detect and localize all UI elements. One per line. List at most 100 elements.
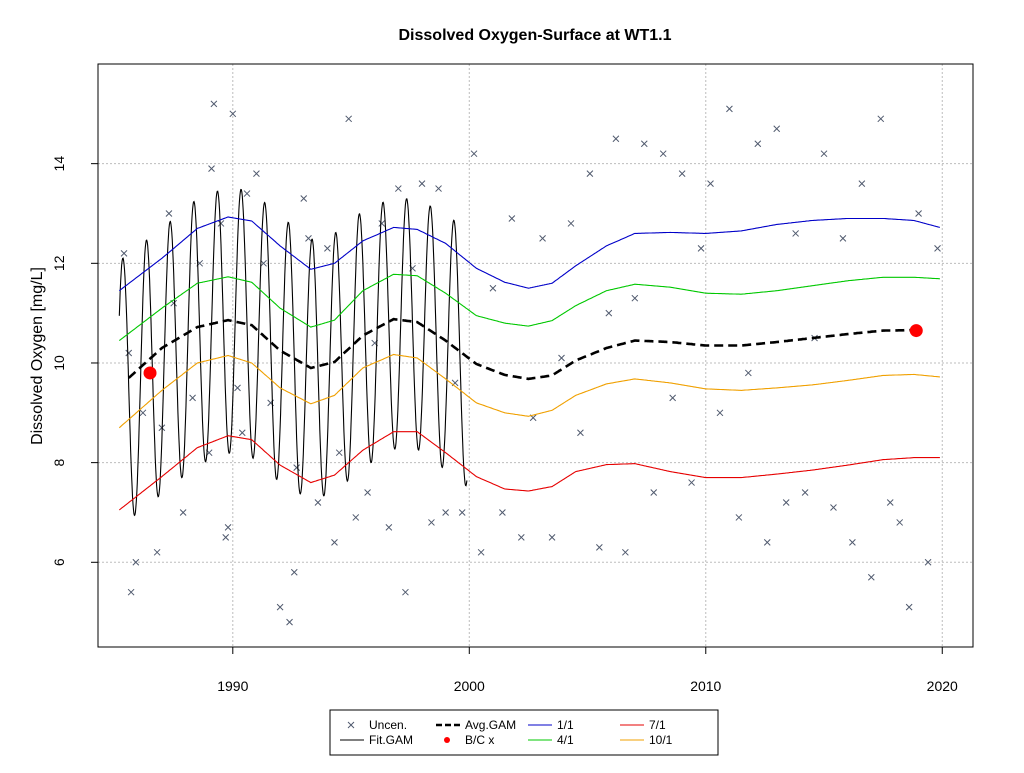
uncen-point [586,170,594,177]
uncen-point-stroke [170,299,178,307]
uncen-point-stroke [905,603,913,611]
legend-items: Uncen. Avg.GAM 1/1 7/1 Fit.GAM B/C x 4/1 10/1 [340,718,673,747]
uncen-point-stroke [577,429,584,437]
uncen-point-stroke [290,568,298,576]
uncen-point [234,384,241,392]
uncen-point [290,568,298,576]
uncen-point [428,519,435,526]
uncen-point [189,394,196,402]
uncen-point [640,140,648,148]
uncen-point-stroke [548,534,556,541]
legend-label: B/C x [465,733,494,747]
uncen-point-stroke [886,499,894,506]
uncen-point [605,309,613,317]
uncen-point-stroke [517,534,525,541]
uncen-point [120,249,128,257]
uncen-point-stroke [508,215,516,222]
uncen-point-stroke [458,509,466,516]
x-tick-label: 2010 [690,678,721,694]
uncen-point-stroke [612,135,620,143]
uncen-point [539,235,546,242]
uncen-point-stroke [726,105,733,113]
uncen-point [782,499,790,506]
uncen-point-stroke [707,180,714,187]
uncen-point [697,245,705,252]
uncen-point-stroke [293,464,301,471]
uncen-point [489,284,497,292]
uncen-point [477,548,485,556]
uncen-point-stroke [529,414,537,422]
uncen-point-stroke [640,140,648,148]
uncen-point-stroke [595,543,603,551]
legend-item-avg: Avg.GAM [436,718,516,732]
uncen-point [210,100,218,108]
uncen-point [707,180,714,187]
uncen-point [442,509,449,516]
uncen-point-stroke [605,309,613,317]
bc-point [143,366,157,380]
legend-item-uncen: Uncen. [347,718,407,732]
uncen-point-stroke [744,369,752,377]
uncen-point [849,539,856,546]
uncen-point [839,235,847,242]
plot-frame [97,63,974,648]
uncen-point-stroke [477,548,485,556]
uncen-point-stroke [345,115,353,123]
uncen-point-stroke [849,539,856,546]
uncen-point [915,210,922,217]
uncen-point-stroke [428,519,435,526]
uncen-point [877,115,885,123]
uncen-point-stroke [669,394,677,402]
uncen-point [364,489,371,496]
series-line-p10 [118,353,940,429]
fit-gam-line [118,188,468,517]
uncen-point [260,259,267,267]
legend-label: 1/1 [557,718,574,732]
uncen-point [458,509,466,516]
y-tick-label: 6 [51,558,67,566]
uncen-point [345,115,353,123]
uncen-point [792,230,799,237]
uncen-point [378,220,386,227]
uncen-point-stroke [558,354,565,362]
uncen-point [127,588,135,596]
uncen-point [179,509,187,516]
uncen-point [253,170,260,177]
percentile-lines [118,216,941,511]
uncen-point [300,195,308,202]
uncen-point-stroke [489,284,497,292]
uncen-point-stroke [314,499,322,506]
uncen-point [924,558,932,566]
uncen-point [716,409,724,417]
uncen-point [139,409,147,417]
uncen-point-stroke [650,489,658,496]
uncen-point-stroke [394,185,402,192]
uncen-point-stroke [139,409,147,417]
uncen-point-stroke [754,140,762,148]
uncen-point-stroke [586,170,594,177]
legend-item-p4: 4/1 [528,733,574,747]
uncen-point [830,504,837,511]
uncen-point-stroke [858,180,866,187]
legend-swatch [444,737,450,743]
uncen-point-stroke [125,349,133,357]
uncen-point [650,489,658,496]
uncen-point [567,220,575,227]
uncen-point [688,479,695,486]
uncen-point [558,354,565,362]
legend-label: 7/1 [649,718,666,732]
uncen-point-stroke [539,235,546,242]
uncen-point [508,215,516,222]
uncen-point-stroke [224,524,232,531]
uncen-point [905,603,913,611]
uncen-point-stroke [253,170,260,177]
legend-label: 4/1 [557,733,574,747]
uncen-point [517,534,525,541]
uncen-point-stroke [165,210,173,217]
chart-title: Dissolved Oxygen-Surface at WT1.1 [399,27,672,44]
uncen-point [896,519,904,526]
uncen-point [595,543,603,551]
uncen-point-stroke [331,539,338,546]
uncen-point-stroke [867,573,875,581]
